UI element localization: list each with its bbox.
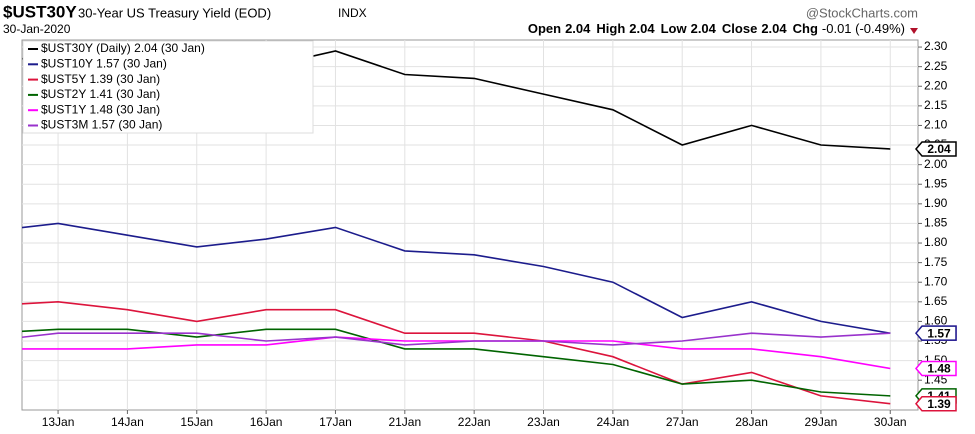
end-label-box <box>915 141 957 157</box>
end-label-box <box>915 360 957 377</box>
stat-value: 2.04 <box>565 21 591 36</box>
end-label-box <box>915 395 957 412</box>
legend-label: $UST5Y 1.39 (30 Jan) <box>41 72 160 86</box>
x-tick-label: 17Jan <box>319 415 352 429</box>
legend-box <box>22 40 314 134</box>
end-label: 2.04 <box>927 142 951 156</box>
legend-label: $UST30Y (Daily) 2.04 (30 Jan) <box>41 41 205 55</box>
legend-label: $UST3M 1.57 (30 Jan) <box>41 118 162 132</box>
y-tick-label: 2.20 <box>924 78 948 92</box>
stat-value: 2.04 <box>629 21 655 36</box>
series-line <box>22 300 891 405</box>
date: 30-Jan-2020 <box>3 22 71 36</box>
series-line <box>22 222 891 334</box>
stat-label: Low <box>661 21 688 36</box>
y-tick-label: 1.95 <box>924 176 948 190</box>
x-tick-label: 15Jan <box>180 415 213 429</box>
x-tick-label: 13Jan <box>42 415 75 429</box>
y-tick-label: 1.60 <box>924 314 948 328</box>
chart-title: 30-Year US Treasury Yield (EOD) <box>78 5 271 20</box>
change-arrow <box>910 28 918 34</box>
stat-value: 2.04 <box>691 21 717 36</box>
y-tick-label: 1.75 <box>924 255 948 269</box>
x-tick-label: 28Jan <box>735 415 768 429</box>
x-tick-label: 29Jan <box>805 415 838 429</box>
symbol: $UST30Y <box>3 2 77 21</box>
y-tick-label: 1.65 <box>924 294 948 308</box>
stat-label: High <box>596 21 625 36</box>
plot <box>22 50 891 405</box>
stat-label: Chg <box>793 21 818 36</box>
end-label: 1.39 <box>927 397 951 411</box>
y-tick-label: 2.30 <box>924 39 948 53</box>
end-label: 1.57 <box>927 326 951 340</box>
source: @StockCharts.com <box>806 5 918 20</box>
y-tick-label: 1.80 <box>924 235 948 249</box>
legend-label: $UST10Y 1.57 (30 Jan) <box>41 56 167 70</box>
stat-label: Open <box>528 21 561 36</box>
x-tick-label: 14Jan <box>111 415 144 429</box>
plot-frame <box>21 39 919 411</box>
x-tick-label: 27Jan <box>666 415 699 429</box>
legend-label: $UST1Y 1.48 (30 Jan) <box>41 102 160 116</box>
stat-value: -0.01 (-0.49%) <box>822 21 905 36</box>
y-tick-label: 2.25 <box>924 59 948 73</box>
x-tick-label: 23Jan <box>527 415 560 429</box>
end-label-box <box>915 325 957 341</box>
y-tick-label: 1.90 <box>924 196 948 210</box>
stat-label: Close <box>722 21 757 36</box>
stats: Open 2.04 High 2.04 Low 2.04 Close 2.04 Chg -0.01… <box>528 21 905 36</box>
x-tick-label: 16Jan <box>250 415 283 429</box>
legend: $UST30Y (Daily) 2.04 (30 Jan)$UST10Y 1.5… <box>22 40 314 134</box>
y-tick-label: 2.00 <box>924 157 948 171</box>
y-tick-label: 2.15 <box>924 98 948 112</box>
y-tick-label: 2.10 <box>924 118 948 132</box>
end-label: 1.48 <box>927 362 951 376</box>
series-line <box>22 332 891 346</box>
x-tick-label: 24Jan <box>597 415 630 429</box>
series-line <box>22 336 891 370</box>
x-tick-label: 30Jan <box>874 415 907 429</box>
y-tick-label: 1.70 <box>924 274 948 288</box>
x-tick-label: 21Jan <box>388 415 421 429</box>
y-tick-label: 1.85 <box>924 216 948 230</box>
legend-label: $UST2Y 1.41 (30 Jan) <box>41 87 160 101</box>
exchange: INDX <box>338 6 367 20</box>
series-line <box>22 328 891 397</box>
stat-value: 2.04 <box>761 21 787 36</box>
x-tick-label: 22Jan <box>458 415 491 429</box>
